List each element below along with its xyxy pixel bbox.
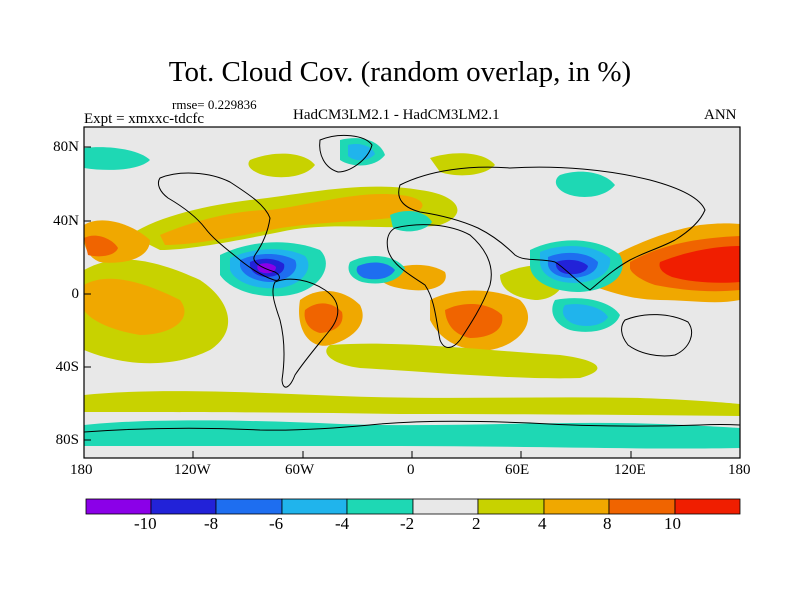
field-region [430, 153, 495, 176]
colorbar-swatch [477, 498, 545, 515]
colorbar-swatch [346, 498, 414, 515]
colorbar-label: 2 [472, 514, 481, 533]
season-label: ANN [704, 107, 737, 123]
rmse-label: rmse= 0.229836 [172, 97, 257, 112]
lat-tick-label: 80N [53, 139, 79, 155]
coastline-north-america [157, 172, 280, 281]
colorbar-label: -2 [400, 514, 415, 533]
colorbar-label: 10 [664, 514, 681, 533]
field-region [84, 147, 150, 170]
colorbar-label: -8 [204, 514, 219, 533]
field-region [356, 262, 395, 280]
coastline-eurasia [398, 166, 706, 291]
colorbar-swatch [215, 498, 283, 515]
tick-marks [83, 146, 741, 458]
field-region [84, 235, 118, 257]
lon-tick-label: 120E [614, 462, 646, 478]
colorbar-label: -4 [335, 514, 350, 533]
lat-tick-label: 0 [71, 286, 80, 302]
colorbar-swatch [608, 498, 676, 515]
field-layer [84, 127, 740, 458]
lon-tick-label: 0 [407, 462, 415, 478]
models-label: HadCM3LM2.1 - HadCM3LM2.1 [293, 107, 500, 123]
field-region [84, 391, 740, 416]
colorbar-swatch [150, 498, 217, 515]
colorbar-label: -6 [269, 514, 284, 533]
experiment-label: Expt = xmxxc-tdcfc [84, 111, 205, 127]
lon-tick-label: 120W [174, 462, 211, 478]
colorbar-label: 8 [603, 514, 612, 533]
coastline-greenland [319, 134, 373, 173]
lat-tick-label: 40N [53, 213, 79, 229]
field-region [248, 153, 315, 178]
field-region [445, 303, 503, 338]
field-region [555, 259, 588, 275]
colorbar-swatch [674, 498, 741, 515]
coastline-antarctica [84, 420, 740, 433]
field-region [562, 304, 608, 326]
lon-tick-label: 60W [285, 462, 315, 478]
lon-tick-label: 180 [70, 462, 93, 478]
field-region [659, 246, 740, 283]
colorbar-swatch [85, 498, 152, 515]
field-region [555, 171, 615, 197]
field-region [348, 144, 375, 161]
colorbar-swatch [543, 498, 610, 515]
field-region [160, 193, 423, 245]
coastline-australia [621, 314, 692, 357]
field-region [84, 420, 740, 449]
lat-tick-label: 40S [55, 359, 79, 375]
field-region [390, 210, 432, 232]
coastline-africa [386, 224, 492, 348]
field-region [326, 343, 598, 379]
coastline-south-america [272, 278, 339, 388]
colorbar-label: 4 [538, 514, 547, 533]
lon-tick-label: 180 [728, 462, 751, 478]
lon-tick-label: 60E [505, 462, 530, 478]
chart-title: Tot. Cloud Cov. (random overlap, in %) [168, 56, 632, 88]
colorbar-swatch [281, 498, 348, 515]
field-region [84, 278, 185, 335]
colorbar-label: -10 [134, 514, 157, 533]
coastlines [84, 134, 740, 433]
colorbar-swatch [412, 498, 479, 515]
colorbar [85, 498, 741, 515]
lat-tick-label: 80S [55, 432, 79, 448]
